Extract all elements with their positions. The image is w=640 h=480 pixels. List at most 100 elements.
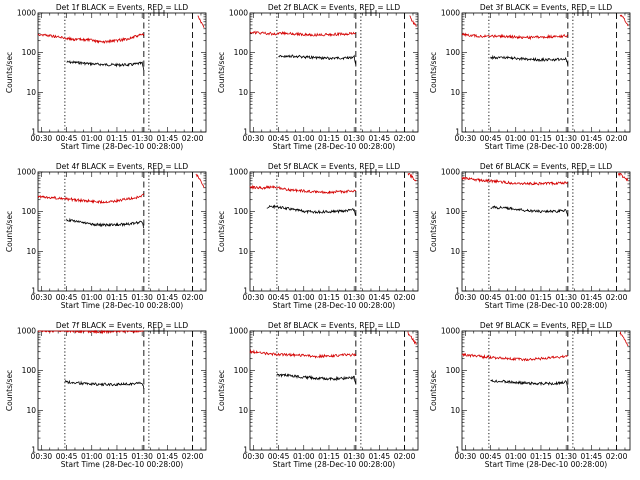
x-tick-label: 00:30: [455, 293, 477, 302]
events-series-line: [490, 205, 569, 217]
x-tick-label: 01:00: [81, 452, 103, 461]
plot-frame: [461, 330, 631, 451]
lld-series-line: [195, 173, 205, 189]
x-tick-label: 01:30: [343, 134, 365, 143]
y-tick-label: 1000: [17, 9, 36, 18]
y-tick-label: 10: [26, 88, 36, 97]
x-tick-label: 00:45: [480, 134, 502, 143]
x-tick-label: 01:15: [530, 452, 552, 461]
y-tick-label: 1: [31, 128, 36, 137]
y-axis-label: Counts/sec: [217, 370, 226, 411]
events-series-line: [490, 54, 569, 66]
x-tick-label: 02:00: [606, 452, 628, 461]
detector-panel: Det 1f BLACK = Events, RED = LLD 1 10 100 10…: [5, 3, 207, 151]
y-tick-label: 1: [455, 446, 460, 455]
x-axis-label: Start Time (28-Dec-10 00:28:00): [273, 301, 395, 310]
x-tick-label: 02:00: [182, 452, 204, 461]
x-axis-label: Start Time (28-Dec-10 00:28:00): [61, 460, 183, 469]
lld-series-line: [461, 32, 569, 41]
plot-frame: [37, 330, 207, 451]
detector-panel: Det 2f BLACK = Events, RED = LLD 1 10 100 10…: [217, 3, 419, 151]
events-series-line: [490, 379, 569, 389]
x-tick-label: 00:30: [31, 293, 53, 302]
y-tick-label: 100: [446, 48, 461, 57]
y-tick-label: 1: [455, 287, 460, 296]
panel-title: Det 1f BLACK = Events, RED = LLD: [56, 3, 189, 12]
x-tick-label: 00:45: [56, 134, 78, 143]
y-axis-label: Counts/sec: [217, 52, 226, 93]
x-tick-label: 02:00: [182, 134, 204, 143]
y-axis-label: Counts/sec: [5, 211, 14, 252]
x-tick-label: 01:45: [157, 452, 179, 461]
panel-title: Det 9f BLACK = Events, RED = LLD: [480, 321, 613, 330]
detector-panel: Det 4f BLACK = Events, RED = LLD 1 10 100 10…: [5, 162, 207, 310]
events-series-line: [266, 204, 357, 216]
y-tick-label: 1: [243, 287, 248, 296]
x-tick-label: 02:00: [394, 452, 416, 461]
x-tick-label: 01:15: [318, 452, 340, 461]
x-tick-label: 01:30: [131, 293, 153, 302]
lld-series-line: [37, 32, 145, 44]
y-axis-label: Counts/sec: [5, 370, 14, 411]
lld-series-line: [461, 352, 569, 362]
x-tick-label: 01:15: [530, 293, 552, 302]
x-tick-label: 01:45: [369, 452, 391, 461]
x-tick-label: 01:00: [505, 452, 527, 461]
y-tick-label: 100: [22, 48, 37, 57]
x-tick-label: 01:45: [369, 293, 391, 302]
x-tick-label: 00:45: [56, 452, 78, 461]
detector-panel: Det 3f BLACK = Events, RED = LLD 1 10 100 10…: [429, 3, 631, 151]
x-tick-label: 00:45: [268, 134, 290, 143]
panel-title: Det 6f BLACK = Events, RED = LLD: [480, 162, 613, 171]
y-tick-label: 100: [22, 366, 37, 375]
y-axis-label: Counts/sec: [217, 211, 226, 252]
panel-title: Det 3f BLACK = Events, RED = LLD: [480, 3, 613, 12]
x-tick-label: 01:15: [106, 134, 128, 143]
x-tick-label: 01:15: [106, 452, 128, 461]
x-tick-label: 01:30: [343, 293, 365, 302]
x-tick-label: 01:15: [530, 134, 552, 143]
y-tick-label: 10: [238, 88, 248, 97]
panel-title: Det 2f BLACK = Events, RED = LLD: [268, 3, 401, 12]
detector-panel: Det 7f BLACK = Events, RED = LLD 1 10 100 10…: [5, 321, 207, 469]
lld-series-line: [250, 30, 357, 38]
y-tick-label: 10: [450, 406, 460, 415]
x-tick-label: 02:00: [182, 293, 204, 302]
x-tick-label: 01:00: [293, 452, 315, 461]
x-tick-label: 00:30: [455, 134, 477, 143]
lld-series-line: [407, 331, 417, 345]
x-tick-label: 01:45: [157, 134, 179, 143]
x-tick-label: 01:30: [555, 293, 577, 302]
x-tick-label: 01:30: [131, 134, 153, 143]
x-tick-label: 00:30: [243, 452, 265, 461]
plot-frame: [461, 12, 631, 133]
x-tick-label: 00:30: [455, 452, 477, 461]
x-tick-label: 01:15: [318, 134, 340, 143]
y-tick-label: 1000: [229, 168, 248, 177]
y-tick-label: 1: [31, 446, 36, 455]
detector-panel: Det 9f BLACK = Events, RED = LLD 1 10 100 10…: [429, 321, 631, 469]
panel-title: Det 5f BLACK = Events, RED = LLD: [268, 162, 401, 171]
y-tick-label: 10: [238, 247, 248, 256]
plot-frame: [461, 171, 631, 292]
plot-frame: [37, 171, 207, 292]
plot-frame: [249, 12, 419, 133]
x-tick-label: 00:45: [268, 293, 290, 302]
x-tick-label: 01:45: [157, 293, 179, 302]
x-axis-label: Start Time (28-Dec-10 00:28:00): [61, 142, 183, 151]
y-axis-label: Counts/sec: [5, 52, 14, 93]
panel-title: Det 7f BLACK = Events, RED = LLD: [56, 321, 189, 330]
y-tick-label: 100: [446, 366, 461, 375]
y-tick-label: 100: [446, 207, 461, 216]
y-tick-label: 10: [450, 247, 460, 256]
lld-series-line: [619, 14, 629, 27]
x-tick-label: 01:30: [555, 134, 577, 143]
plot-frame: [249, 330, 419, 451]
y-axis-label: Counts/sec: [429, 370, 438, 411]
lld-series-line: [407, 173, 417, 182]
y-tick-label: 1: [243, 128, 248, 137]
x-tick-label: 02:00: [394, 293, 416, 302]
x-tick-label: 00:45: [268, 452, 290, 461]
y-tick-label: 1000: [441, 327, 460, 336]
detector-panel: Det 6f BLACK = Events, RED = LLD 1 10 100 10…: [429, 162, 631, 310]
